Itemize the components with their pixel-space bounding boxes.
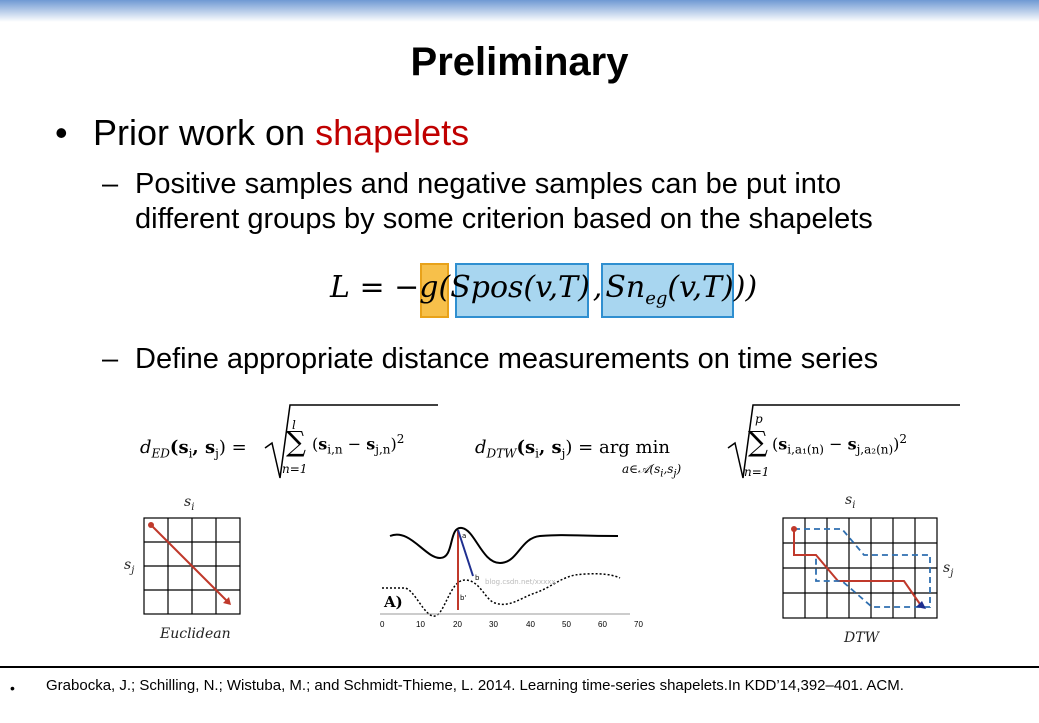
dtw-sj-label: sj — [943, 560, 954, 579]
g-highlight-box — [420, 263, 449, 318]
ed-bottom: n=1 — [282, 462, 308, 476]
euclidean-grid — [143, 517, 241, 615]
dtw-radical — [727, 404, 960, 479]
dtw-j: j — [561, 446, 566, 461]
ed-sigma: ∑ — [286, 425, 306, 458]
dtw-sigma: ∑ — [748, 425, 768, 458]
formula-sneg-rest: (v,T) — [667, 270, 734, 305]
ed-radical — [264, 404, 438, 479]
bullet-prefix: Prior work on — [93, 112, 316, 153]
citation-footer: • Grabocka, J.; Schilling, N.; Wistuba, … — [0, 666, 1039, 723]
dtw-bottom: n=1 — [744, 465, 770, 479]
dtw-args: (s — [516, 437, 536, 458]
ed-top: l — [292, 418, 296, 432]
spos-highlight-box — [455, 263, 589, 318]
ed-lhs-sub: ED — [151, 446, 170, 461]
dtw-argmin: arg min — [598, 437, 670, 458]
ed-args: (s — [169, 437, 189, 458]
ed-body: (si,n − sj,n)2 — [312, 432, 405, 457]
ed-j: j — [215, 446, 219, 461]
bullet-highlight: shapelets — [315, 112, 470, 153]
formula-close: )) — [733, 270, 758, 305]
euclidean-caption: Euclidean — [160, 626, 231, 642]
tick-30: 30 — [489, 620, 498, 629]
tick-50: 50 — [562, 620, 571, 629]
dtw-i: i — [535, 446, 539, 461]
subbullet-line2: different groups by some criterion based… — [135, 203, 873, 235]
formula-g: g — [419, 270, 439, 305]
dtw-eq: ) = — [565, 437, 599, 458]
watermark-text: blog.csdn.net/xxxxx — [485, 578, 556, 586]
slide-title: Preliminary — [410, 40, 629, 84]
dtw-argmin-sub: a∈𝒜(si,sj) — [622, 462, 682, 480]
panel-label: A) — [384, 593, 403, 611]
formula-lhs: L = − — [330, 270, 420, 305]
sneg-highlight-box — [601, 263, 734, 318]
dtw-top: p — [755, 412, 763, 426]
dtw-lhs-sub: DTW — [486, 446, 517, 461]
tick-0: 0 — [380, 620, 385, 629]
formula-sneg-sub: eg — [645, 288, 668, 309]
ed-eq: ) = — [218, 437, 247, 458]
point-bp: b' — [460, 594, 466, 602]
ed-i: i — [188, 446, 193, 461]
subbullet-text: Define appropriate distance measurements… — [135, 343, 879, 375]
dtw-caption: DTW — [844, 630, 879, 646]
euclid-sj-label: sj — [124, 557, 135, 576]
footer-marker: • — [10, 680, 15, 696]
formula-sneg-main: Sn — [605, 270, 646, 305]
formula-spos: Spos(v,T) — [450, 270, 590, 305]
formula-open: ( — [438, 270, 451, 305]
formula-comma: , — [592, 270, 603, 305]
euclid-si-label: si — [184, 494, 195, 513]
tick-60: 60 — [598, 620, 607, 629]
point-a: a — [462, 532, 466, 540]
point-b: b — [475, 574, 480, 582]
subbullet-line1: Positive samples and negative samples ca… — [135, 168, 842, 200]
ed-comma: , s — [192, 437, 216, 458]
top-gradient-bar — [0, 0, 1039, 22]
loss-formula: L = −g(Spos(v,T), Sneg(v,T))) — [330, 270, 757, 320]
dtw-body: (si,a₁(n) − sj,a₂(n))2 — [772, 432, 908, 457]
dtw-comma: , s — [539, 437, 562, 458]
subbullet-marker: – — [102, 343, 119, 375]
tick-20: 20 — [453, 620, 462, 629]
dtw-timeseries-plot: a b b' blog.csdn.net/xxxxx — [380, 527, 630, 617]
dtw-lhs: d — [475, 437, 487, 458]
dtw-si-label: si — [845, 492, 856, 511]
bullet-marker: • — [55, 112, 68, 153]
tick-10: 10 — [416, 620, 425, 629]
tick-row: 0 10 20 30 40 50 60 70 — [376, 620, 666, 632]
tick-40: 40 — [526, 620, 535, 629]
ed-lhs: d — [140, 437, 152, 458]
subbullet-marker: – — [102, 168, 119, 200]
dtw-grid — [782, 517, 938, 619]
citation-text: Grabocka, J.; Schilling, N.; Wistuba, M.… — [46, 677, 904, 694]
tick-70: 70 — [634, 620, 643, 629]
ed-equation: dED(si, sj) = — [140, 437, 247, 461]
dtw-equation: dDTW(si, sj) = arg min — [475, 437, 670, 461]
